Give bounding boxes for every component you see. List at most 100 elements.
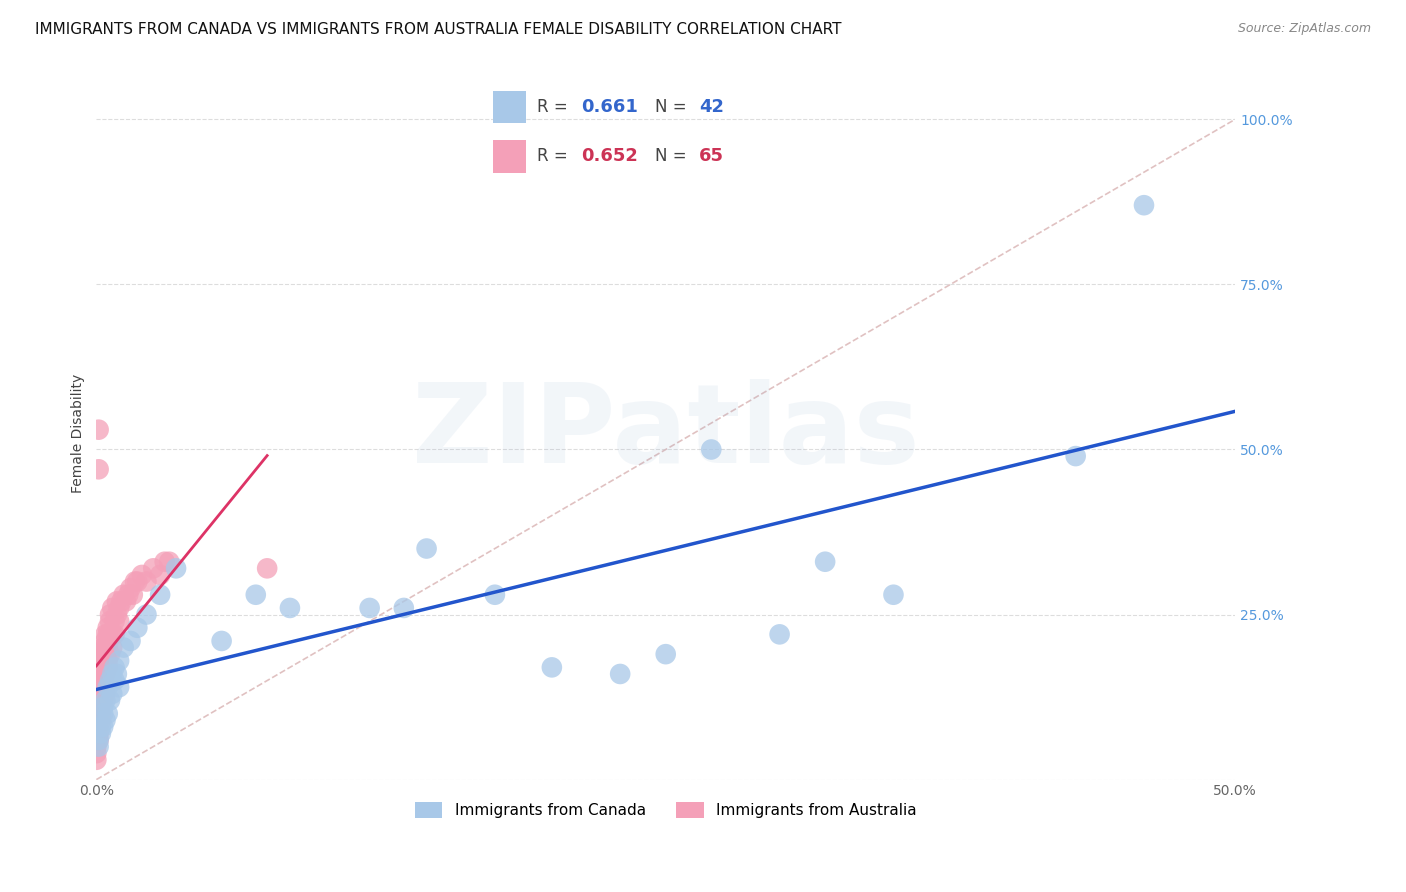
Point	[91, 660, 114, 674]
Point	[1133, 198, 1156, 212]
Point	[392, 601, 415, 615]
Point	[149, 588, 172, 602]
Point	[700, 442, 723, 457]
Point	[87, 462, 110, 476]
Point	[86, 753, 108, 767]
Text: Source: ZipAtlas.com: Source: ZipAtlas.com	[1237, 22, 1371, 36]
Point	[101, 667, 124, 681]
Point	[112, 588, 135, 602]
Point	[91, 720, 114, 734]
Point	[87, 706, 110, 721]
Point	[124, 574, 146, 589]
Point	[91, 647, 114, 661]
Point	[91, 640, 114, 655]
Point	[87, 739, 110, 754]
Point	[101, 687, 124, 701]
Point	[94, 640, 117, 655]
Point	[105, 594, 128, 608]
Point	[108, 601, 131, 615]
Point	[94, 687, 117, 701]
Text: R =: R =	[537, 98, 574, 116]
Point	[97, 654, 120, 668]
Point	[120, 581, 142, 595]
Point	[127, 574, 149, 589]
Point	[97, 706, 120, 721]
Point	[87, 720, 110, 734]
Text: N =: N =	[655, 98, 692, 116]
Point	[91, 693, 114, 707]
Text: IMMIGRANTS FROM CANADA VS IMMIGRANTS FROM AUSTRALIA FEMALE DISABILITY CORRELATIO: IMMIGRANTS FROM CANADA VS IMMIGRANTS FRO…	[35, 22, 842, 37]
Point	[90, 726, 112, 740]
Point	[211, 634, 233, 648]
Point	[94, 647, 117, 661]
Point	[98, 627, 121, 641]
Point	[540, 660, 562, 674]
Point	[609, 667, 631, 681]
Point	[90, 713, 112, 727]
Point	[157, 555, 180, 569]
Point	[94, 667, 117, 681]
Y-axis label: Female Disability: Female Disability	[72, 374, 86, 492]
Point	[165, 561, 187, 575]
Point	[98, 607, 121, 622]
Point	[415, 541, 437, 556]
Point	[98, 647, 121, 661]
Point	[97, 621, 120, 635]
Point	[87, 713, 110, 727]
Point	[86, 746, 108, 760]
Point	[97, 640, 120, 655]
Point	[131, 568, 153, 582]
Point	[103, 614, 125, 628]
Point	[103, 627, 125, 641]
Point	[120, 634, 142, 648]
Text: 65: 65	[699, 147, 724, 165]
Point	[87, 733, 110, 747]
Point	[153, 555, 176, 569]
Point	[135, 607, 157, 622]
Point	[112, 640, 135, 655]
Point	[105, 607, 128, 622]
Point	[882, 588, 904, 602]
Text: 42: 42	[699, 98, 724, 116]
Point	[86, 739, 108, 754]
Point	[101, 601, 124, 615]
Point	[117, 588, 139, 602]
Point	[94, 627, 117, 641]
Text: 0.652: 0.652	[581, 147, 638, 165]
Text: R =: R =	[537, 147, 574, 165]
Point	[359, 601, 381, 615]
Point	[245, 588, 267, 602]
Point	[149, 568, 172, 582]
Point	[94, 713, 117, 727]
Text: 0.661: 0.661	[581, 98, 638, 116]
Point	[87, 726, 110, 740]
Point	[87, 423, 110, 437]
Point	[91, 667, 114, 681]
Legend: Immigrants from Canada, Immigrants from Australia: Immigrants from Canada, Immigrants from …	[409, 796, 922, 824]
Point	[97, 680, 120, 694]
Point	[115, 594, 138, 608]
Point	[90, 720, 112, 734]
Point	[108, 654, 131, 668]
Point	[91, 654, 114, 668]
Text: N =: N =	[655, 147, 692, 165]
Point	[654, 647, 676, 661]
Point	[135, 574, 157, 589]
Point	[108, 680, 131, 694]
Point	[97, 660, 120, 674]
Point	[94, 654, 117, 668]
Point	[103, 673, 125, 688]
Point	[256, 561, 278, 575]
Point	[101, 627, 124, 641]
Point	[121, 588, 143, 602]
Point	[103, 660, 125, 674]
Point	[484, 588, 506, 602]
Point	[90, 706, 112, 721]
Point	[105, 667, 128, 681]
Point	[87, 733, 110, 747]
Point	[91, 673, 114, 688]
Point	[127, 621, 149, 635]
Point	[768, 627, 790, 641]
Point	[97, 627, 120, 641]
Point	[110, 594, 132, 608]
